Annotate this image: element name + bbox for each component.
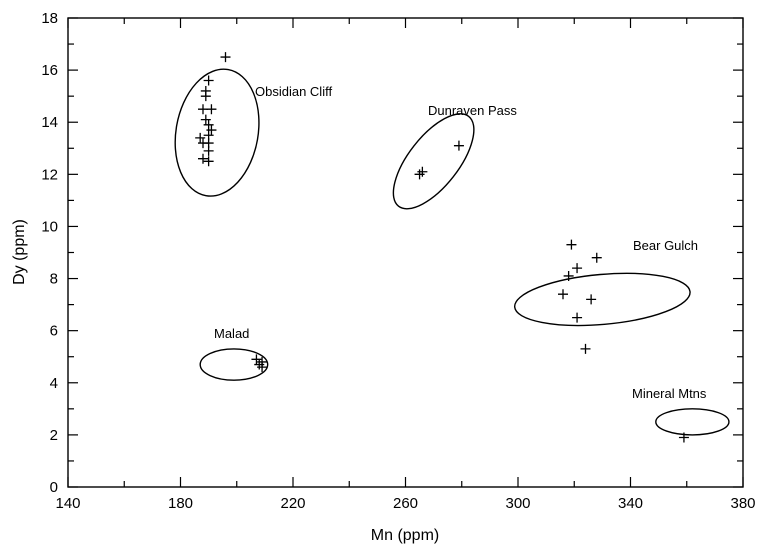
point-dunraven-pass [414, 169, 425, 180]
point-bear-gulch [580, 343, 591, 354]
y-tick-label: 12 [41, 166, 58, 183]
point-bear-gulch [572, 312, 583, 323]
y-tick-label: 2 [50, 427, 58, 444]
point-obsidian-cliff [198, 153, 208, 164]
ellipse-obsidian-cliff [174, 68, 260, 197]
ellipses [174, 68, 730, 436]
x-tick-label: 380 [730, 495, 755, 512]
point-obsidian-cliff [198, 104, 208, 115]
y-tick-label: 6 [50, 323, 58, 340]
point-malad [251, 354, 262, 365]
point-obsidian-cliff [203, 75, 214, 86]
point-bear-gulch [591, 252, 602, 263]
y-tick-label: 4 [50, 375, 58, 392]
point-malad [254, 359, 265, 370]
point-bear-gulch [563, 270, 574, 281]
point-obsidian-cliff [206, 125, 217, 136]
point-dunraven-pass [453, 140, 464, 151]
labels: Obsidian Cliff Dunraven Pass Bear Gulch Mal… [214, 84, 707, 401]
y-tick-label: 8 [50, 271, 58, 288]
group-label-mineral-mtns: Mineral Mtns [632, 386, 707, 401]
point-dunraven-pass [417, 166, 428, 177]
x-tick-label: 300 [505, 495, 530, 512]
x-tick-label: 340 [618, 495, 643, 512]
x-axis-label: Mn (ppm) [371, 527, 439, 544]
ellipse-bear-gulch [513, 272, 691, 327]
point-obsidian-cliff [195, 132, 206, 143]
group-label-bear-gulch: Bear Gulch [633, 238, 698, 253]
point-obsidian-cliff [203, 156, 214, 167]
point-obsidian-cliff [203, 145, 214, 156]
point-obsidian-cliff [203, 119, 214, 130]
ellipse-mineral-mtns [655, 408, 730, 436]
x-tick-label: 260 [393, 495, 418, 512]
point-obsidian-cliff [220, 52, 231, 63]
group-label-dunraven-pass: Dunraven Pass [428, 103, 517, 118]
group-label-malad: Malad [214, 326, 249, 341]
y-tick-label: 18 [41, 10, 58, 27]
y-tick-label: 14 [41, 114, 58, 131]
y-tick-label: 0 [50, 479, 58, 496]
point-obsidian-cliff [200, 114, 211, 125]
ellipse-dunraven-pass [392, 113, 475, 210]
x-tick-label: 180 [168, 495, 193, 512]
group-label-obsidian-cliff: Obsidian Cliff [255, 84, 332, 99]
point-bear-gulch [572, 263, 583, 274]
x-tick-label: 220 [280, 495, 305, 512]
y-tick-label: 16 [41, 62, 58, 79]
point-bear-gulch [586, 294, 597, 305]
point-bear-gulch [558, 289, 568, 300]
y-tick-label: 10 [41, 218, 58, 235]
x-tick-label: 140 [55, 495, 80, 512]
point-obsidian-cliff [200, 91, 211, 102]
ellipse-malad [199, 348, 269, 381]
y-axis-label: Dy (ppm) [11, 219, 28, 285]
point-bear-gulch [566, 239, 577, 250]
ticks: 140 180 220 260 300 340 380 0 2 4 6 8 10 12 14 16 18 [41, 10, 755, 512]
point-malad [257, 356, 268, 367]
point-mineral-mtns [678, 432, 689, 443]
point-obsidian-cliff [206, 104, 217, 115]
points [195, 52, 689, 443]
